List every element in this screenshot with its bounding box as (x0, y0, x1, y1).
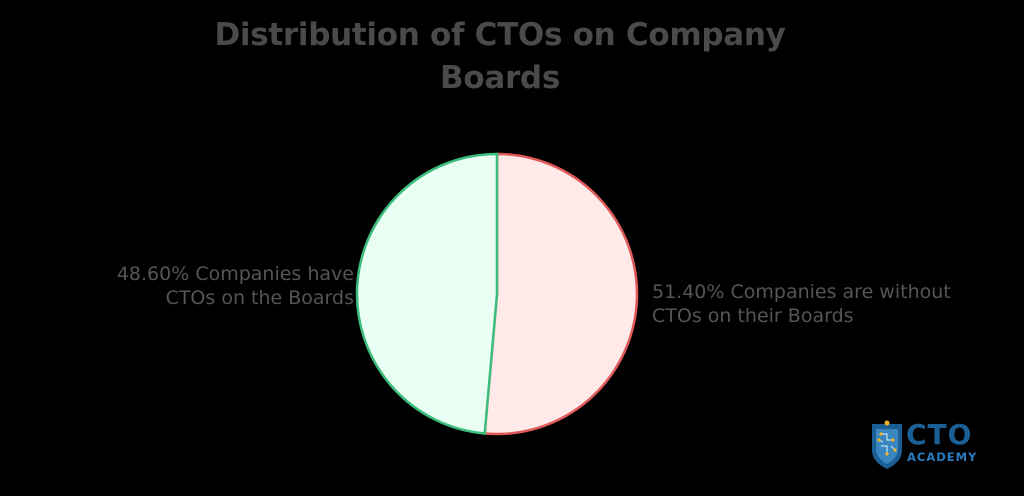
label-with-line-2: CTOs on the Boards (165, 287, 354, 309)
logo-text-academy: ACADEMY (907, 450, 978, 464)
chart-title-line-2: Boards (440, 60, 560, 96)
shield-circuit-icon (872, 420, 902, 469)
label-with-line-1: 48.60% Companies have (116, 263, 354, 285)
label-without-line-1: 51.40% Companies are without (652, 281, 951, 303)
cto-academy-logo: CTO ACADEMY (870, 418, 1000, 470)
label-without-line-2: CTOs on their Boards (652, 305, 854, 327)
chart-title: Distribution of CTOs on Company Boards (0, 14, 1000, 100)
pie-slice-with-ctos[interactable] (355, 152, 499, 435)
label-without-ctos: 51.40% Companies are without CTOs on the… (652, 280, 951, 328)
chart-title-line-1: Distribution of CTOs on Company (214, 17, 786, 53)
label-with-ctos: 48.60% Companies have CTOs on the Boards (117, 262, 354, 310)
pie-slice-without-ctos[interactable] (483, 152, 639, 436)
logo-text-cto: CTO (906, 418, 973, 451)
